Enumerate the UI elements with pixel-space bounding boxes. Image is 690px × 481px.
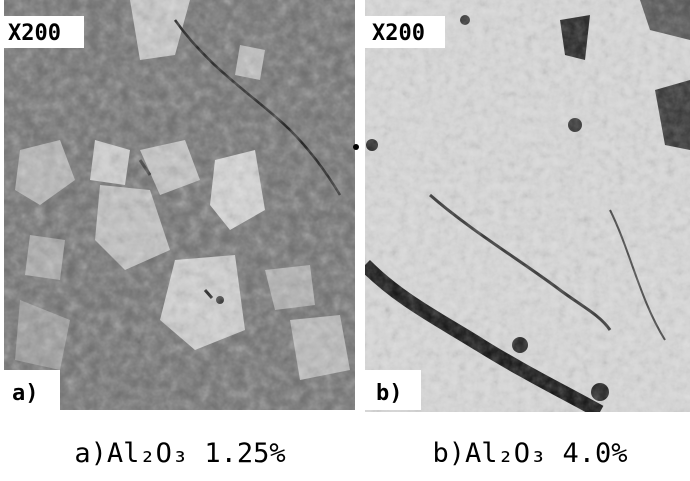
caption: b)Al₂O₃ 4.0% xyxy=(432,438,627,469)
panel-label: b) xyxy=(376,381,403,406)
caption: a)Al₂O₃ 1.25% xyxy=(74,438,285,469)
micrograph-b xyxy=(365,0,690,412)
figure: X200 a) X200 b) a)Al₂O₃ 1.25% b)Al₂O₃ 4.… xyxy=(0,0,690,477)
dot xyxy=(353,144,359,150)
magnification: X200 xyxy=(8,21,61,46)
panel-label: a) xyxy=(12,381,39,406)
magnification: X200 xyxy=(372,21,425,46)
micrograph-a xyxy=(4,0,355,410)
